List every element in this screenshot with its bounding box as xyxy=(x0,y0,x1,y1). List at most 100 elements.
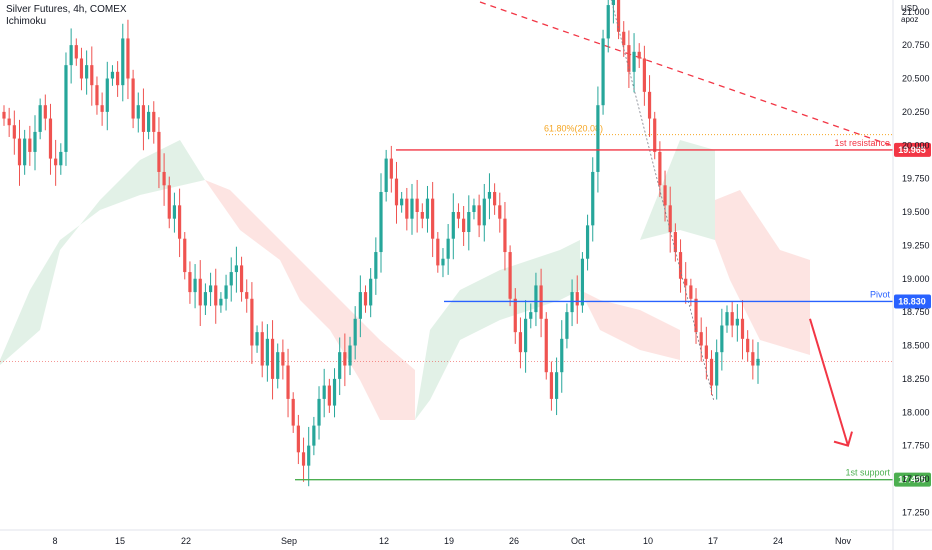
candle-body xyxy=(487,191,492,199)
candle-body xyxy=(709,358,714,386)
unit-label: apoz xyxy=(901,15,919,24)
fib-retracement-tool xyxy=(610,0,715,402)
candle-body xyxy=(715,352,719,386)
cloud-segment xyxy=(205,180,415,420)
candle-body xyxy=(162,171,166,186)
candle-body xyxy=(694,298,698,333)
candle-body xyxy=(100,105,104,112)
indicator-label[interactable]: Ichimoku xyxy=(6,16,47,27)
candle-body xyxy=(394,178,399,206)
candle-body xyxy=(322,385,326,399)
candle-body xyxy=(663,185,667,206)
candle-body xyxy=(239,265,244,293)
candle-body xyxy=(554,372,559,399)
price-tick-label: 17.500 xyxy=(902,474,930,484)
candle-body xyxy=(477,205,481,226)
time-tick-label: 26 xyxy=(509,536,519,546)
candle-body xyxy=(384,158,388,192)
candle-body xyxy=(678,252,683,279)
candle-body xyxy=(332,378,337,406)
candle-body xyxy=(746,338,750,353)
price-axis[interactable]: 17.250 17.500 17.750 18.000 18.250 18.500 18.7… xyxy=(902,0,930,518)
price-tick-label: 18.250 xyxy=(902,374,930,384)
candle-body xyxy=(260,332,264,366)
candle-body xyxy=(565,312,569,339)
cloud-segment xyxy=(640,140,715,240)
candle-body xyxy=(570,292,574,313)
candle-body xyxy=(64,65,68,152)
candle-body xyxy=(301,452,306,466)
candle-body xyxy=(405,198,409,219)
candle-body xyxy=(441,258,445,266)
cloud-segment xyxy=(415,240,580,420)
price-tick-label: 19.250 xyxy=(902,240,930,250)
candle-body xyxy=(224,285,228,299)
candle-body xyxy=(23,138,27,166)
candle-body xyxy=(518,332,523,353)
candle-body xyxy=(534,285,538,313)
candle-body xyxy=(436,238,440,266)
time-tick-label: 17 xyxy=(708,536,718,546)
candle-body xyxy=(69,45,73,66)
candle-body xyxy=(291,398,295,426)
candle-body xyxy=(286,365,290,399)
time-tick-label: Nov xyxy=(835,536,852,546)
price-tick-label: 19.000 xyxy=(902,274,930,284)
candle-body xyxy=(720,325,724,353)
candle-body xyxy=(198,278,202,306)
candle-body xyxy=(74,45,78,59)
price-tick-label: 20.750 xyxy=(902,40,930,50)
candle-body xyxy=(735,318,739,326)
candle-body xyxy=(141,105,146,132)
candle-body xyxy=(606,5,610,39)
ichimoku-cloud xyxy=(0,140,810,420)
candle-body xyxy=(673,232,677,253)
candle-body xyxy=(379,191,383,253)
cloud-segment xyxy=(715,190,810,355)
time-tick-label: 12 xyxy=(379,536,389,546)
price-tick-label: 19.500 xyxy=(902,207,930,217)
time-tick-label: 8 xyxy=(52,536,57,546)
candle-body xyxy=(338,352,342,379)
level-price-label: 19.965 xyxy=(898,145,926,155)
candle-body xyxy=(234,265,238,273)
candle-body xyxy=(38,105,42,132)
candle-body xyxy=(591,171,595,226)
candle-body xyxy=(250,298,254,346)
candle-body xyxy=(172,205,177,219)
candle-body xyxy=(585,225,590,259)
candle-body xyxy=(699,332,703,346)
candle-body xyxy=(756,358,760,366)
level-name: Pivot xyxy=(870,289,891,299)
candle-body xyxy=(307,445,311,466)
candle-body xyxy=(214,285,218,306)
candle-body xyxy=(265,338,269,366)
price-tick-label: 18.750 xyxy=(902,307,930,317)
cloud-segment xyxy=(0,140,205,365)
candle-body xyxy=(524,318,528,353)
descending-trend-line xyxy=(479,1,894,147)
time-axis[interactable]: 8 15 22 Sep 12 19 26 Oct 10 17 24 Nov xyxy=(52,536,851,546)
chart-title: Silver Futures, 4h, COMEX xyxy=(6,4,127,15)
projection-arrow xyxy=(809,318,853,447)
time-tick-label: Sep xyxy=(281,536,297,546)
candle-body xyxy=(177,205,182,239)
candle-body xyxy=(33,131,37,152)
candle-body xyxy=(425,198,430,219)
currency-label: USD xyxy=(901,4,918,13)
time-tick-label: 24 xyxy=(773,536,783,546)
candle-body xyxy=(17,138,22,166)
candle-body xyxy=(157,131,161,172)
candle-body xyxy=(622,31,626,46)
candle-body xyxy=(7,118,11,126)
level-price-tag xyxy=(894,472,931,487)
candle-body xyxy=(601,38,605,106)
price-tick-label: 18.000 xyxy=(902,407,930,417)
price-tick-label: 18.500 xyxy=(902,341,930,351)
candle-body xyxy=(498,205,502,219)
candle-body xyxy=(203,292,208,306)
candle-body xyxy=(131,78,135,119)
candle-body xyxy=(446,238,450,259)
candle-body xyxy=(281,352,285,366)
candle-body xyxy=(400,198,404,206)
